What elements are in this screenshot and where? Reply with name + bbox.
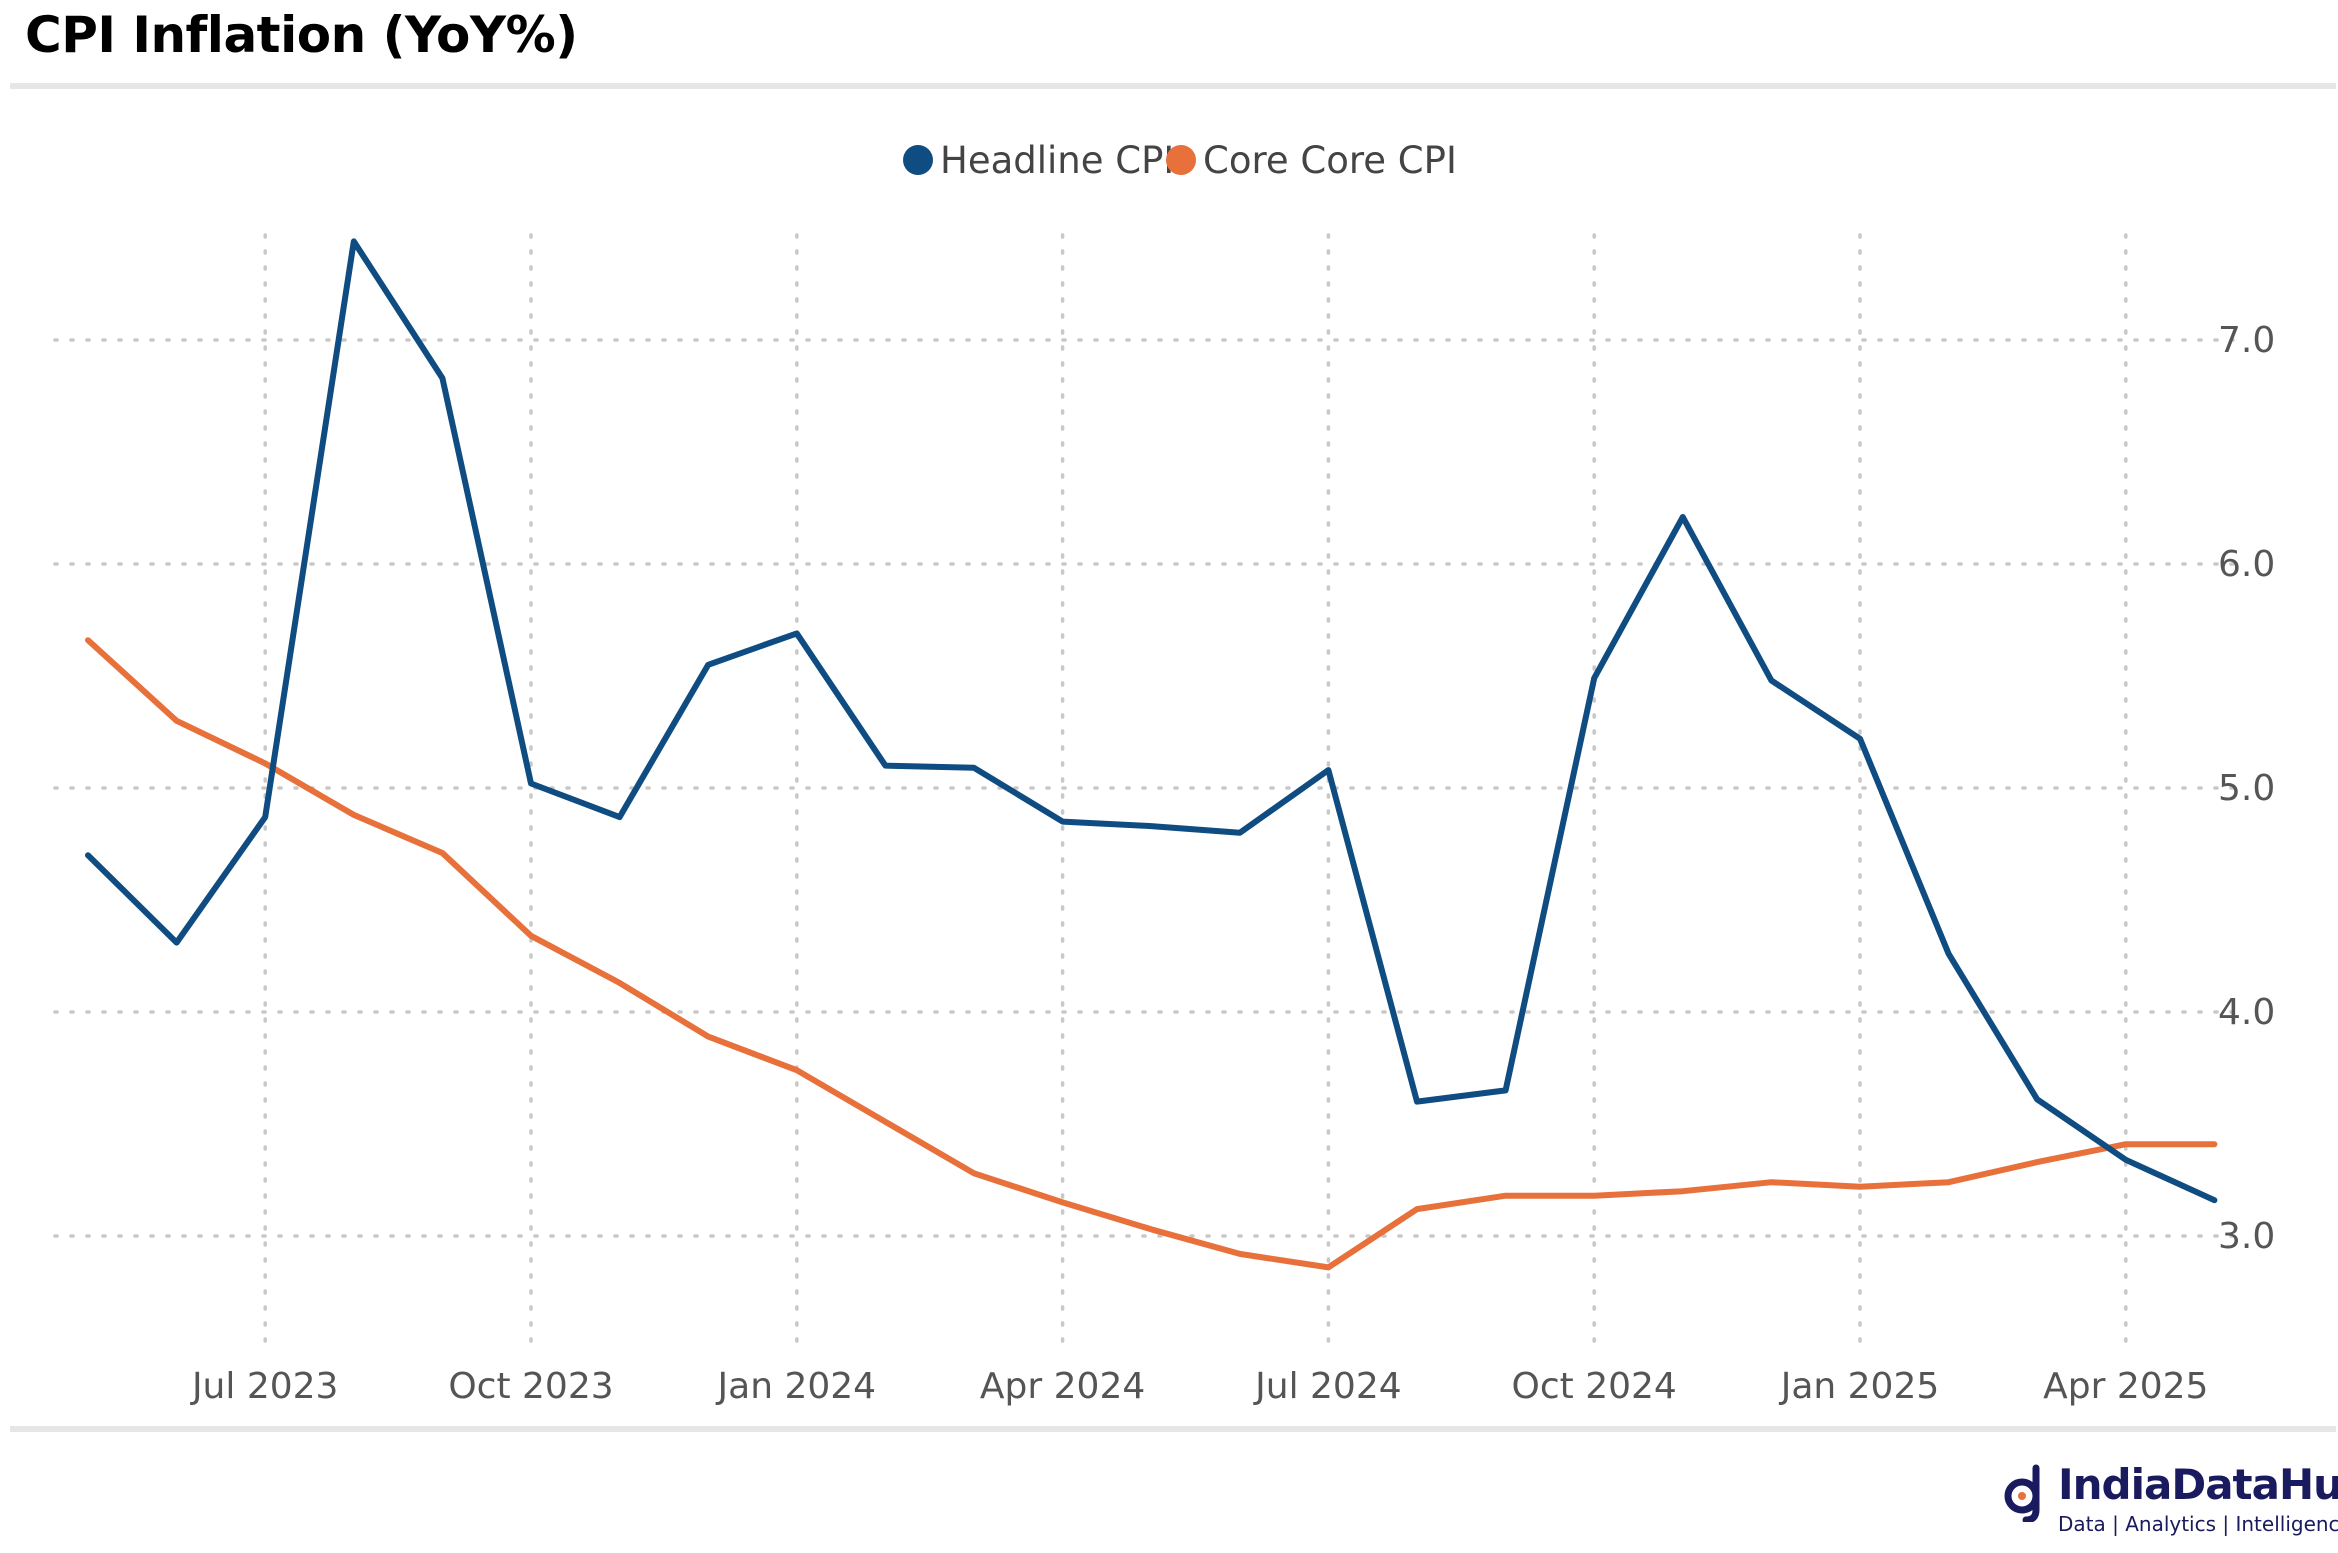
- series: [85, 238, 2218, 1271]
- x-tick-label: Apr 2024: [980, 1366, 1145, 1407]
- y-axis: 3.0 4.0 5.0 6.0 7.0: [2218, 320, 2275, 1257]
- y-tick-label: 5.0: [2218, 768, 2275, 809]
- grid: [53, 233, 2242, 1347]
- x-tick-label: Jan 2025: [1779, 1366, 1940, 1407]
- x-tick-label: Jan 2024: [716, 1366, 877, 1407]
- bottom-divider: [10, 1426, 2336, 1432]
- y-tick-label: 3.0: [2218, 1216, 2275, 1257]
- y-tick-label: 4.0: [2218, 992, 2275, 1033]
- legend-label: Headline CPI: [940, 139, 1174, 182]
- x-tick-label: Oct 2024: [1512, 1366, 1677, 1407]
- x-tick-label: Jul 2024: [1253, 1366, 1402, 1407]
- y-tick-label: 6.0: [2218, 544, 2275, 585]
- x-tick-label: Oct 2023: [448, 1366, 613, 1407]
- brand-name: IndiaDataHub: [2058, 1460, 2338, 1509]
- legend: Headline CPI Core Core CPI: [903, 139, 1457, 182]
- india-data-hub-logo-icon: [2004, 1464, 2040, 1522]
- legend-marker: [903, 145, 933, 175]
- y-tick-label: 7.0: [2218, 320, 2275, 361]
- legend-marker: [1166, 145, 1196, 175]
- x-axis: Jul 2023 Oct 2023 Jan 2024 Apr 2024 Jul 2024…: [190, 1366, 2209, 1407]
- x-tick-label: Jul 2023: [190, 1366, 339, 1407]
- top-divider: [10, 83, 2336, 89]
- series-line: [85, 637, 2218, 1271]
- chart-title: CPI Inflation (YoY%): [25, 6, 578, 64]
- brand-tagline: Data | Analytics | Intelligence: [2058, 1512, 2338, 1536]
- brand-logo: IndiaDataHub Data | Analytics | Intellig…: [2000, 1460, 2338, 1540]
- x-tick-label: Apr 2025: [2043, 1366, 2208, 1407]
- legend-label: Core Core CPI: [1203, 139, 1457, 182]
- series-line: [85, 238, 2218, 1204]
